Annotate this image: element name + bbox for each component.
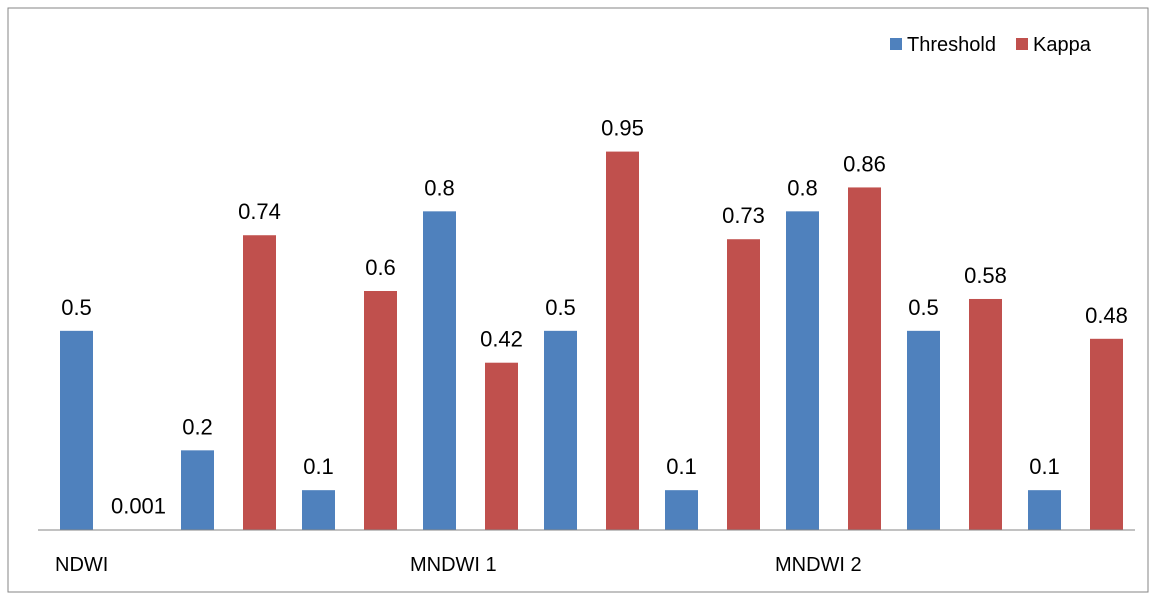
bar-threshold-7 <box>786 211 819 530</box>
data-label-kappa-6: 0.73 <box>722 203 765 228</box>
bar-threshold-2 <box>181 450 214 530</box>
data-label-kappa-4: 0.42 <box>480 327 523 352</box>
data-label-kappa-5: 0.95 <box>601 116 644 141</box>
bar-threshold-5 <box>544 330 577 530</box>
bar-kappa-3 <box>364 291 397 530</box>
data-label-threshold-9: 0.1 <box>1029 454 1060 479</box>
legend-swatch-kappa <box>1016 38 1028 50</box>
bar-kappa-8 <box>969 298 1002 530</box>
data-label-threshold-4: 0.8 <box>424 175 455 200</box>
bars-layer <box>60 151 1123 530</box>
group-labels-layer: NDWI MNDWI 1 MNDWI 2 <box>55 554 862 576</box>
data-labels-layer: 0.5 0.001 0.2 0.74 0.1 0.6 0.8 0.42 0.5 0.95 0.1 0.… <box>61 116 1128 519</box>
bar-kappa-6 <box>727 239 760 530</box>
group-label-1: NDWI <box>55 554 108 576</box>
bar-threshold-1 <box>60 330 93 530</box>
bar-threshold-8 <box>907 330 940 530</box>
legend-label-threshold: Threshold <box>907 34 996 56</box>
data-label-kappa-8: 0.58 <box>964 263 1007 288</box>
bar-kappa-2 <box>243 235 276 530</box>
bar-kappa-4 <box>485 362 518 530</box>
bar-kappa-5 <box>606 151 639 530</box>
data-label-threshold-5: 0.5 <box>545 295 576 320</box>
legend-swatch-threshold <box>890 38 902 50</box>
data-label-threshold-7: 0.8 <box>787 175 818 200</box>
legend: Threshold Kappa <box>890 34 1092 56</box>
data-label-kappa-1: 0.001 <box>111 494 166 519</box>
data-label-threshold-1: 0.5 <box>61 295 92 320</box>
data-label-threshold-8: 0.5 <box>908 295 939 320</box>
data-label-threshold-2: 0.2 <box>182 414 213 439</box>
bar-threshold-9 <box>1028 490 1061 530</box>
bar-kappa-7 <box>848 187 881 530</box>
data-label-kappa-2: 0.74 <box>238 199 281 224</box>
group-label-2: MNDWI 1 <box>410 554 497 576</box>
legend-label-kappa: Kappa <box>1033 34 1092 56</box>
bar-threshold-3 <box>302 490 335 530</box>
data-label-kappa-9: 0.48 <box>1085 303 1128 328</box>
data-label-threshold-6: 0.1 <box>666 454 697 479</box>
bar-threshold-4 <box>423 211 456 530</box>
data-label-kappa-7: 0.86 <box>843 151 886 176</box>
bar-threshold-6 <box>665 490 698 530</box>
data-label-kappa-3: 0.6 <box>365 255 396 280</box>
bar-kappa-9 <box>1090 338 1123 530</box>
group-label-3: MNDWI 2 <box>775 554 862 576</box>
data-label-threshold-3: 0.1 <box>303 454 334 479</box>
